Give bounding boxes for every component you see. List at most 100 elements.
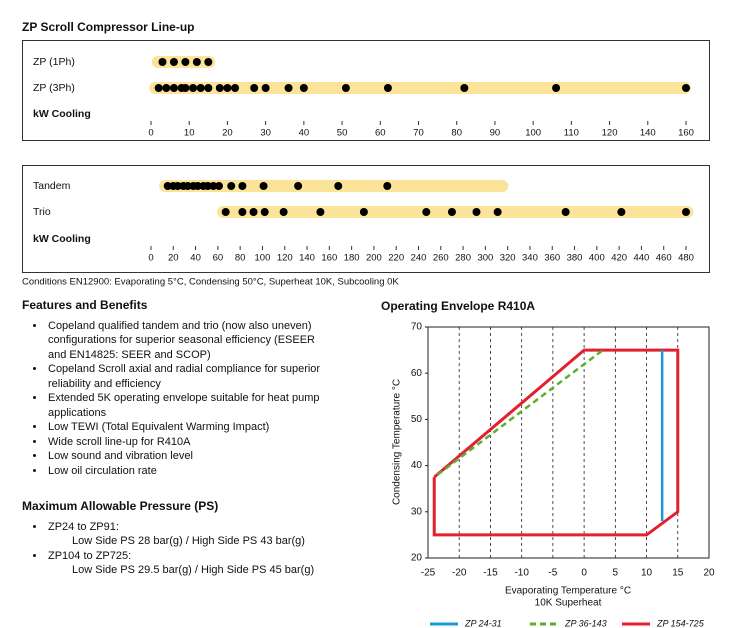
dot xyxy=(682,84,690,92)
x-tick-label: 120 xyxy=(277,253,293,264)
x-tick-label: 30 xyxy=(260,128,271,139)
dot xyxy=(169,58,178,66)
dot xyxy=(294,182,303,190)
x-tick-label: 110 xyxy=(564,128,579,139)
x-tick-label: 90 xyxy=(490,128,501,139)
y-tick-label: 30 xyxy=(411,506,423,517)
x-tick-label: 280 xyxy=(455,253,471,264)
series-line xyxy=(436,349,604,476)
dot xyxy=(162,84,171,92)
x-tick-label: 80 xyxy=(451,128,462,139)
dot xyxy=(552,84,561,92)
row-label: Tandem xyxy=(33,180,71,192)
x-tick-label: 80 xyxy=(235,253,246,264)
dot xyxy=(158,58,167,66)
x-axis-label: kW Cooling xyxy=(33,233,91,245)
y-tick-label: 50 xyxy=(411,414,423,425)
feature-item: Extended 5K operating envelope suitable … xyxy=(46,391,336,420)
x-tick-label: -20 xyxy=(452,568,467,579)
x-tick-label: 0 xyxy=(148,128,153,139)
dot xyxy=(250,84,259,92)
dot xyxy=(617,208,626,216)
legend-label: ZP 154-725 xyxy=(656,618,705,628)
x-tick-label: 380 xyxy=(567,253,583,264)
feature-item: Low sound and vibration level xyxy=(46,449,336,464)
x-tick-label: 340 xyxy=(522,253,538,264)
x-tick-label: 0 xyxy=(148,253,153,264)
dot xyxy=(316,208,325,216)
dot xyxy=(196,84,205,92)
y-tick-label: 20 xyxy=(411,553,423,564)
dot xyxy=(163,182,172,190)
features-title: Features and Benefits xyxy=(22,298,148,312)
x-tick-label: 440 xyxy=(633,253,649,264)
pressure-detail: Low Side PS 29.5 bar(g) / High Side PS 4… xyxy=(72,564,315,576)
pressure-title: Maximum Allowable Pressure (PS) xyxy=(22,499,219,513)
dot xyxy=(682,208,690,216)
footnote: Conditions EN12900: Evaporating 5°C, Con… xyxy=(22,277,399,288)
dot xyxy=(284,84,293,92)
panel xyxy=(22,165,710,273)
dot xyxy=(181,84,190,92)
x-tick-label: -25 xyxy=(421,568,436,579)
dot xyxy=(181,58,190,66)
dot xyxy=(260,208,269,216)
x-tick-label: 120 xyxy=(602,128,618,139)
dot xyxy=(238,208,247,216)
dot xyxy=(359,208,368,216)
x-tick-label: 200 xyxy=(366,253,382,264)
dot xyxy=(383,84,392,92)
series-line xyxy=(432,348,680,537)
x-tick-label: 0 xyxy=(581,568,587,579)
panel xyxy=(22,40,710,141)
legend-label: ZP 36-143 xyxy=(564,618,607,628)
dot xyxy=(238,182,247,190)
pressure-item: ZP24 to ZP91: Low Side PS 28 bar(g) / Hig… xyxy=(46,520,366,549)
x-tick-label: 10 xyxy=(641,568,653,579)
dot xyxy=(154,84,163,92)
x-tick-label: 260 xyxy=(433,253,449,264)
x-tick-label: 180 xyxy=(344,253,360,264)
dot xyxy=(215,84,224,92)
row-label: ZP (1Ph) xyxy=(33,56,75,68)
x-tick-label: -15 xyxy=(483,568,498,579)
feature-list: Copeland qualified tandem and trio (now … xyxy=(22,319,336,479)
pressure-label: ZP104 to ZP725: xyxy=(48,549,132,562)
x-tick-label: 40 xyxy=(299,128,310,139)
x-tick-label: 50 xyxy=(337,128,348,139)
dot xyxy=(249,208,258,216)
pressure-label: ZP24 to ZP91: xyxy=(48,520,119,533)
dot xyxy=(460,84,469,92)
dot xyxy=(204,58,213,66)
feature-item: Low oil circulation rate xyxy=(46,464,336,479)
pressure: Maximum Allowable Pressure (PS) ZP24 to … xyxy=(22,499,366,578)
dot xyxy=(561,208,570,216)
x-tick-label: 160 xyxy=(321,253,337,264)
dot xyxy=(472,208,481,216)
feature-item: Copeland Scroll axial and radial complia… xyxy=(46,362,336,391)
dot xyxy=(203,182,212,190)
legend-label: ZP 24-31 xyxy=(464,618,502,628)
feature-item: Copeland qualified tandem and trio (now … xyxy=(46,319,336,363)
x-tick-label: 320 xyxy=(500,253,516,264)
y-axis-label: Condensing Temperature °C xyxy=(392,379,403,505)
pressure-item: ZP104 to ZP725: Low Side PS 29.5 bar(g) /… xyxy=(46,549,366,578)
chart-title: Operating Envelope R410A xyxy=(381,299,535,313)
x-axis-label: kW Cooling xyxy=(33,108,91,120)
dot xyxy=(261,84,270,92)
x-tick-label: 400 xyxy=(589,253,605,264)
dot xyxy=(447,208,456,216)
x-tick-label: 240 xyxy=(411,253,427,264)
dot xyxy=(223,84,232,92)
x-tick-label: 5 xyxy=(613,568,619,579)
dot xyxy=(279,208,288,216)
x-tick-label: 460 xyxy=(656,253,672,264)
dot xyxy=(259,182,268,190)
x-tick-label: 15 xyxy=(672,568,684,579)
row-label: ZP (3Ph) xyxy=(33,82,75,94)
x-tick-label: 480 xyxy=(678,253,694,264)
x-tick-label: 60 xyxy=(213,253,224,264)
dot xyxy=(221,208,230,216)
dot xyxy=(209,182,218,190)
x-tick-label: 300 xyxy=(477,253,493,264)
